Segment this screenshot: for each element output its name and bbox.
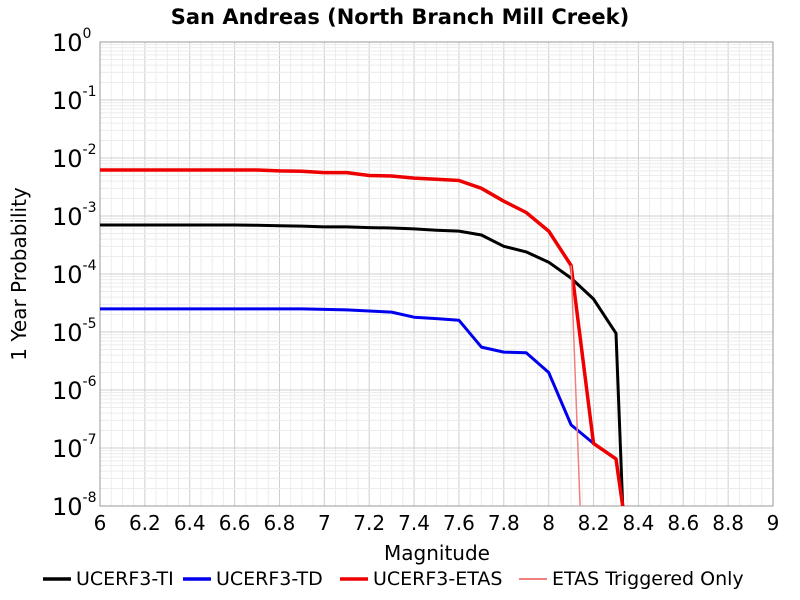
series-group bbox=[100, 168, 625, 506]
y-tick-label: 10-4 bbox=[52, 258, 97, 289]
series-line-etas-triggered-only bbox=[570, 265, 581, 506]
legend-label: UCERF3-ETAS bbox=[373, 568, 502, 590]
x-tick-label: 8.6 bbox=[667, 511, 699, 535]
x-tick-label: 8.2 bbox=[578, 511, 610, 535]
x-tick-label: 6 bbox=[94, 511, 107, 535]
x-tick-label: 7.2 bbox=[353, 511, 385, 535]
x-tick-label: 6.2 bbox=[129, 511, 161, 535]
x-tick-label: 6.8 bbox=[264, 511, 296, 535]
x-tick-label: 6.6 bbox=[219, 511, 251, 535]
y-tick-label: 10-6 bbox=[52, 374, 97, 405]
y-tick-label: 10-5 bbox=[52, 316, 97, 347]
series-line-ucerf3-ti bbox=[100, 223, 625, 506]
legend-label: UCERF3-TI bbox=[76, 568, 174, 590]
y-tick-label: 10-3 bbox=[52, 200, 97, 231]
chart-title: San Andreas (North Branch Mill Creek) bbox=[171, 5, 629, 29]
legend-label: ETAS Triggered Only bbox=[552, 568, 744, 590]
legend: UCERF3-TI UCERF3-TD UCERF3-ETAS ETAS Trigge… bbox=[43, 568, 744, 590]
x-tick-label: 8 bbox=[542, 511, 555, 535]
y-tick-label: 10-8 bbox=[52, 490, 97, 521]
y-tick-label: 10-2 bbox=[52, 142, 97, 173]
x-tick-label: 7.8 bbox=[488, 511, 520, 535]
y-axis-label: 1 Year Probability bbox=[7, 187, 31, 361]
x-tick-label: 7.4 bbox=[398, 511, 430, 535]
x-tick-label: 8.4 bbox=[622, 511, 654, 535]
x-tick-label: 7.6 bbox=[443, 511, 475, 535]
x-tick-label: 7 bbox=[318, 511, 331, 535]
legend-label: UCERF3-TD bbox=[216, 568, 323, 590]
y-tick-label: 10-7 bbox=[52, 432, 97, 463]
x-tick-label: 9 bbox=[767, 511, 780, 535]
x-axis-label: Magnitude bbox=[384, 541, 490, 565]
x-tick-label: 8.8 bbox=[712, 511, 744, 535]
plot-border bbox=[99, 41, 774, 507]
y-tick-label: 10-1 bbox=[52, 84, 97, 115]
x-tick-label: 6.4 bbox=[174, 511, 206, 535]
plot-area bbox=[99, 41, 774, 507]
series-line-ucerf3-etas bbox=[100, 168, 625, 506]
series-line-ucerf3-td bbox=[100, 307, 625, 506]
y-tick-label: 100 bbox=[52, 26, 91, 57]
